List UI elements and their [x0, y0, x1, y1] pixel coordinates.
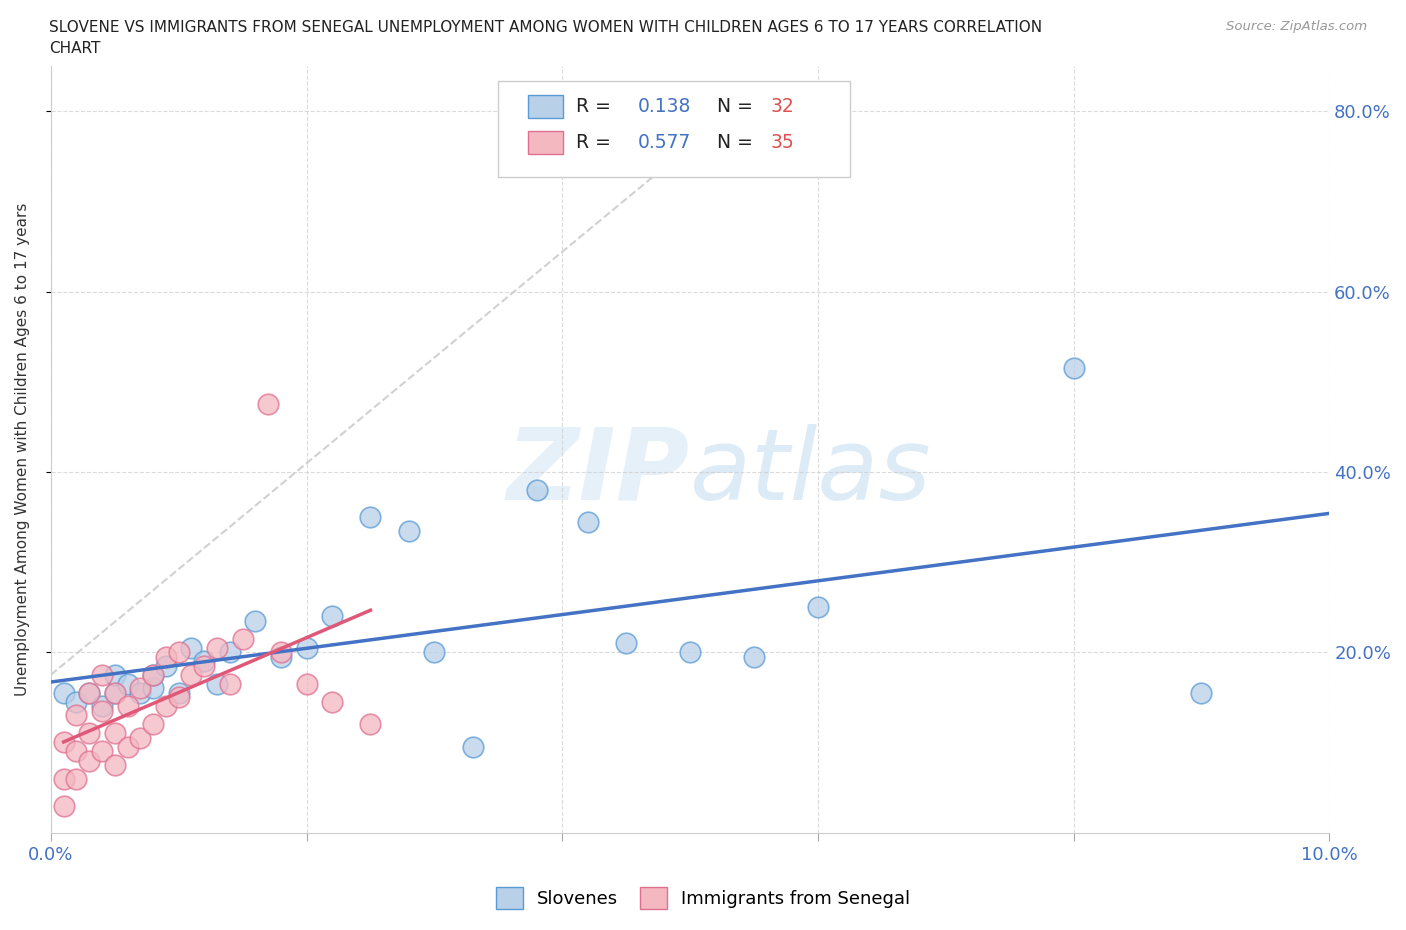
- Text: atlas: atlas: [690, 424, 932, 521]
- Text: SLOVENE VS IMMIGRANTS FROM SENEGAL UNEMPLOYMENT AMONG WOMEN WITH CHILDREN AGES 6: SLOVENE VS IMMIGRANTS FROM SENEGAL UNEMP…: [49, 20, 1042, 35]
- Point: [193, 654, 215, 669]
- Point: [142, 681, 165, 696]
- Point: [129, 731, 152, 746]
- Point: [77, 726, 100, 741]
- Text: R =: R =: [576, 97, 617, 115]
- Point: [77, 685, 100, 700]
- Point: [359, 717, 381, 732]
- Point: [270, 649, 292, 664]
- Point: [77, 753, 100, 768]
- FancyBboxPatch shape: [527, 131, 564, 154]
- Text: 35: 35: [770, 133, 794, 153]
- Point: [52, 771, 75, 786]
- Point: [52, 685, 75, 700]
- Point: [180, 641, 202, 656]
- Text: N =: N =: [717, 133, 759, 153]
- Point: [295, 641, 318, 656]
- Point: [129, 681, 152, 696]
- Point: [91, 699, 114, 714]
- Point: [1189, 685, 1212, 700]
- Point: [321, 695, 343, 710]
- Point: [117, 699, 139, 714]
- Point: [205, 676, 228, 691]
- Point: [321, 609, 343, 624]
- Point: [423, 644, 446, 659]
- Point: [129, 685, 152, 700]
- Point: [218, 676, 240, 691]
- Point: [807, 600, 830, 615]
- Point: [65, 708, 87, 723]
- Point: [614, 636, 637, 651]
- Text: R =: R =: [576, 133, 617, 153]
- FancyBboxPatch shape: [527, 95, 564, 117]
- Point: [167, 690, 190, 705]
- Point: [117, 676, 139, 691]
- Point: [205, 641, 228, 656]
- Point: [91, 703, 114, 718]
- Point: [180, 668, 202, 683]
- Point: [398, 523, 420, 538]
- Point: [117, 739, 139, 754]
- Point: [526, 483, 548, 498]
- Y-axis label: Unemployment Among Women with Children Ages 6 to 17 years: Unemployment Among Women with Children A…: [15, 203, 30, 696]
- Text: 0.138: 0.138: [638, 97, 690, 115]
- Point: [104, 726, 127, 741]
- Point: [65, 695, 87, 710]
- Point: [232, 631, 254, 646]
- Point: [142, 717, 165, 732]
- Point: [65, 771, 87, 786]
- Point: [461, 739, 484, 754]
- Point: [742, 649, 765, 664]
- Point: [155, 658, 177, 673]
- Point: [91, 744, 114, 759]
- FancyBboxPatch shape: [498, 82, 849, 178]
- Legend: Slovenes, Immigrants from Senegal: Slovenes, Immigrants from Senegal: [488, 880, 918, 916]
- Text: CHART: CHART: [49, 41, 101, 56]
- Point: [104, 668, 127, 683]
- Point: [257, 397, 280, 412]
- Point: [91, 668, 114, 683]
- Text: ZIP: ZIP: [508, 424, 690, 521]
- Point: [142, 668, 165, 683]
- Point: [104, 685, 127, 700]
- Point: [142, 668, 165, 683]
- Point: [270, 644, 292, 659]
- Point: [52, 735, 75, 750]
- Text: 0.577: 0.577: [638, 133, 690, 153]
- Point: [576, 514, 599, 529]
- Point: [218, 644, 240, 659]
- Point: [155, 649, 177, 664]
- Point: [359, 510, 381, 525]
- Point: [155, 699, 177, 714]
- Point: [679, 644, 702, 659]
- Point: [104, 758, 127, 773]
- Point: [1063, 361, 1085, 376]
- Point: [104, 685, 127, 700]
- Point: [295, 676, 318, 691]
- Point: [167, 644, 190, 659]
- Point: [193, 658, 215, 673]
- Text: N =: N =: [717, 97, 759, 115]
- Point: [167, 685, 190, 700]
- Text: Source: ZipAtlas.com: Source: ZipAtlas.com: [1226, 20, 1367, 33]
- Point: [65, 744, 87, 759]
- Point: [52, 798, 75, 813]
- Text: 32: 32: [770, 97, 794, 115]
- Point: [245, 613, 267, 628]
- Point: [77, 685, 100, 700]
